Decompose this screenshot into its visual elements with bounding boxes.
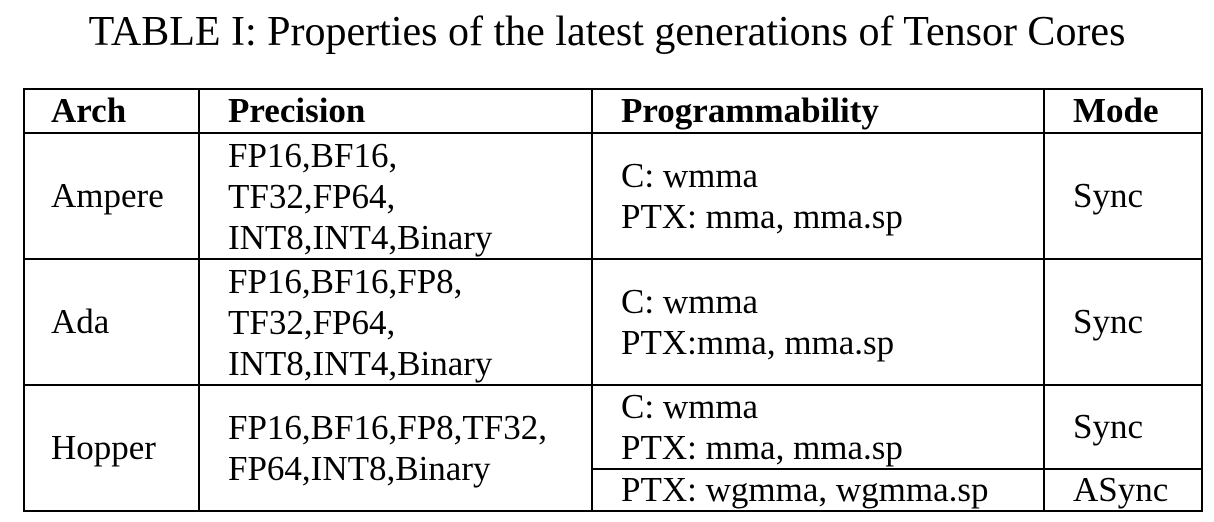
table-row: Ada FP16,BF16,FP8, TF32,FP64, INT8,INT4,… — [23, 258, 1203, 386]
table-caption: TABLE I: Properties of the latest genera… — [88, 9, 1126, 55]
cell-precision-hopper: FP16,BF16,FP8,TF32, FP64,INT8,Binary — [198, 384, 593, 512]
cell-arch-ada: Ada — [23, 258, 200, 386]
header-programmability: Programmability — [591, 88, 1045, 134]
cell-programmability-hopper-async: PTX: wgmma, wgmma.sp — [591, 468, 1045, 512]
cell-arch-hopper: Hopper — [23, 384, 200, 512]
table-row: Ampere FP16,BF16, TF32,FP64, INT8,INT4,B… — [23, 132, 1203, 260]
programmability-line: PTX:mma, mma.sp — [621, 323, 895, 362]
programmability-line: C: wmma — [621, 387, 759, 426]
table-header-row: Arch Precision Programmability Mode — [23, 88, 1203, 134]
precision-line: FP16,BF16,FP8,TF32, — [228, 408, 548, 447]
cell-programmability-hopper: C: wmma PTX: mma, mma.sp — [591, 384, 1045, 470]
cell-arch-ampere: Ampere — [23, 132, 200, 260]
precision-line: FP16,BF16,FP8, — [228, 261, 463, 301]
cell-precision-ampere: FP16,BF16, TF32,FP64, INT8,INT4,Binary — [198, 132, 593, 260]
cell-programmability-ada: C: wmma PTX:mma, mma.sp — [591, 258, 1045, 386]
programmability-line: C: wmma — [621, 282, 759, 321]
programmability-line: PTX: mma, mma.sp — [621, 197, 903, 236]
table-row: PTX: wgmma, wgmma.sp ASync — [24, 468, 1203, 512]
precision-line: INT8,INT4,Binary — [228, 343, 493, 383]
cell-programmability-ampere: C: wmma PTX: mma, mma.sp — [591, 132, 1045, 260]
precision-line: INT8,INT4,Binary — [228, 217, 493, 257]
programmability-line: C: wmma — [621, 156, 759, 195]
precision-line: TF32,FP64, — [228, 176, 396, 216]
header-arch: Arch — [23, 88, 200, 134]
cell-mode-hopper: Sync — [1043, 384, 1203, 470]
precision-line: TF32,FP64, — [228, 302, 396, 342]
header-precision: Precision — [198, 88, 593, 134]
cell-precision-ada: FP16,BF16,FP8, TF32,FP64, INT8,INT4,Bina… — [198, 258, 593, 386]
precision-line: FP64,INT8,Binary — [228, 449, 491, 488]
table-row: Hopper FP16,BF16,FP8,TF32, FP64,INT8,Bin… — [23, 384, 1203, 512]
precision-line: FP16,BF16, — [228, 135, 398, 175]
cell-mode-ada: Sync — [1043, 258, 1203, 386]
cell-mode-ampere: Sync — [1043, 132, 1203, 260]
header-mode: Mode — [1043, 88, 1203, 134]
tensor-cores-table: Arch Precision Programmability Mode Ampe… — [23, 88, 1203, 512]
cell-mode-hopper-async: ASync — [1043, 468, 1203, 512]
programmability-line: PTX: mma, mma.sp — [621, 428, 903, 467]
